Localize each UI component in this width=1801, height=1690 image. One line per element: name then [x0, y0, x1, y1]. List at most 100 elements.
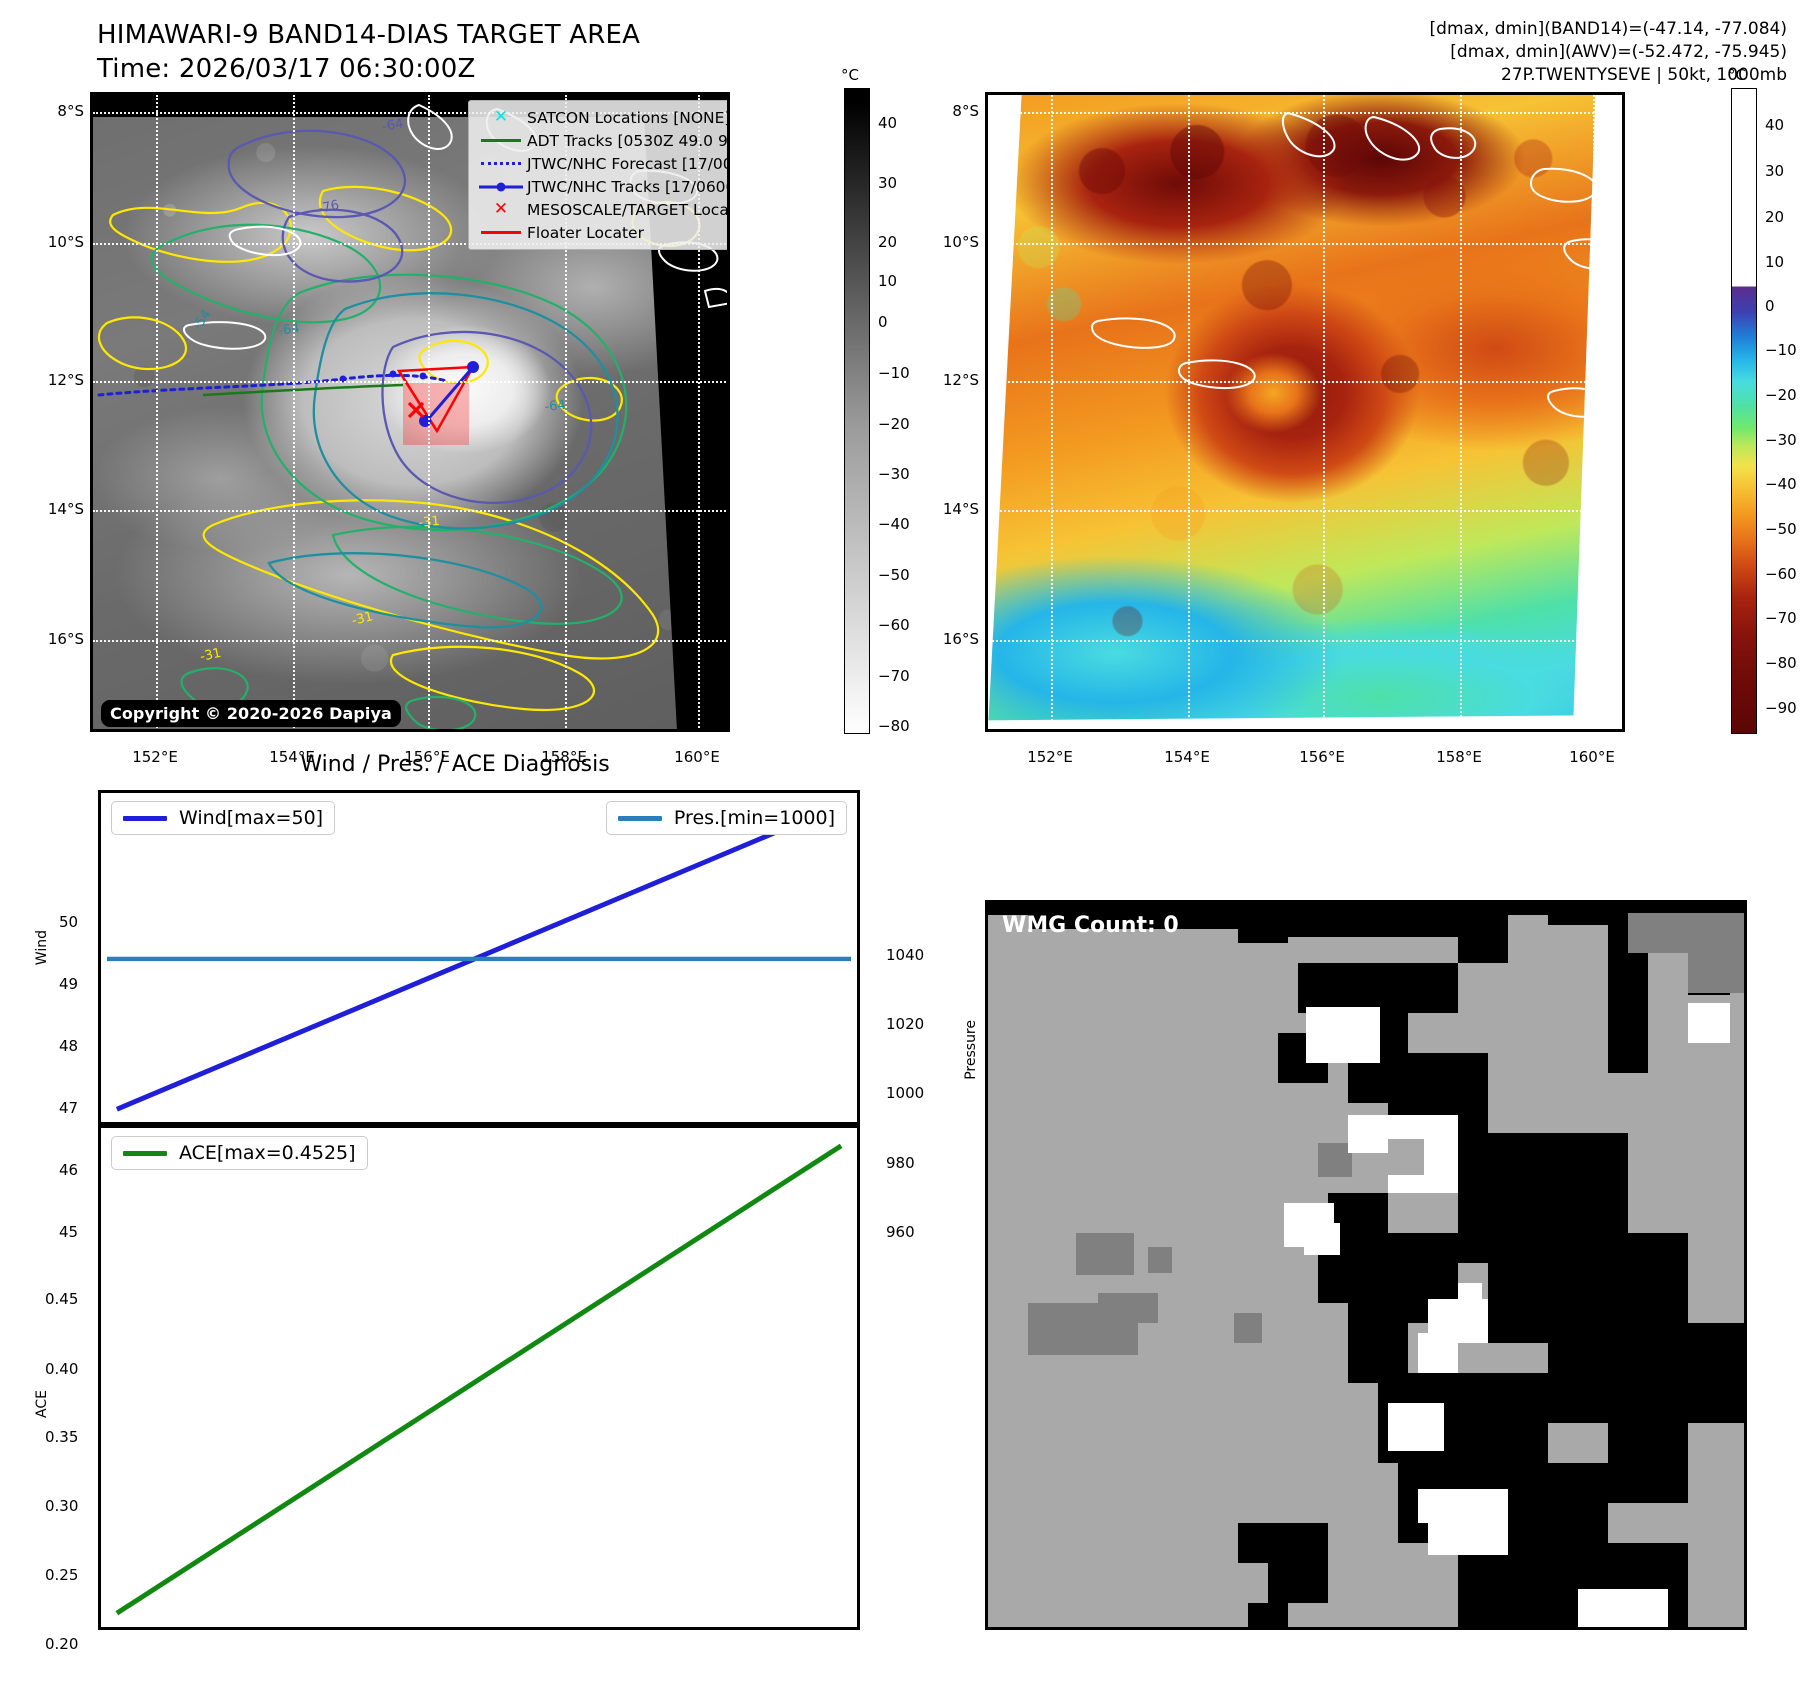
adt-line-icon	[475, 139, 527, 142]
ace-plot	[115, 1143, 843, 1616]
title-line-product: HIMAWARI-9 BAND14-DIAS TARGET AREA	[97, 20, 641, 50]
cb-grey-tick-0: 0	[878, 313, 888, 331]
legend-item-adt-tracks[interactable]: ADT Tracks [0530Z 49.0 999.0]	[475, 129, 727, 152]
svg-text:-54: -54	[190, 307, 214, 333]
cb-color-tick-10: 10	[1765, 253, 1785, 271]
legend-item-satcon[interactable]: ✕ SATCON Locations [NONE]	[475, 106, 730, 129]
gridline-lon-154e-color	[1188, 95, 1190, 729]
gridline-lon-158e	[565, 95, 567, 729]
cb-color-tick-m10: −10	[1765, 341, 1797, 359]
cb-color-tick-m70: −70	[1765, 609, 1797, 627]
map-legend[interactable]: ✕ SATCON Locations [NONE] ADT Tracks [05…	[468, 100, 730, 250]
colorbar-grey[interactable]	[844, 88, 870, 734]
wind-axis-label: Wind	[34, 930, 50, 966]
gridline-lat-8s-color	[988, 112, 1622, 114]
cb-color-tick-20: 20	[1765, 208, 1785, 226]
legend-item-jtwc-forecast[interactable]: JTWC/NHC Forecast [17/0000Z]	[475, 152, 727, 175]
pressure-tick-1000: 1000	[886, 1084, 925, 1102]
ace-tick-025: 0.25	[45, 1566, 79, 1584]
chart-title-diagnosis: Wind / Pres. / ACE Diagnosis	[300, 752, 610, 777]
meta-storm-id: 27P.TWENTYSEVE | 50kt, 1000mb	[1500, 65, 1787, 85]
wind-tick-46: 46	[59, 1161, 79, 1179]
lat-tick-color-8s: 8°S	[952, 102, 979, 120]
colorbar-color-units: °C	[1728, 66, 1746, 84]
lon-tick-grey-154e: 154°E	[269, 748, 315, 766]
wind-tick-50: 50	[59, 913, 79, 931]
cb-color-tick-m60: −60	[1765, 565, 1797, 583]
wind-legend[interactable]: Wind[max=50]	[111, 801, 336, 835]
lat-tick-grey-16s: 16°S	[47, 630, 84, 648]
wmg-panel[interactable]: WMG Count: 0	[985, 900, 1747, 1630]
ace-axis-label: ACE	[34, 1390, 50, 1418]
ir-grey-image: -64 -76 -54 -64 -64 -31 -31 -31	[93, 95, 730, 729]
copyright-badge: Copyright © 2020-2026 Dapiya	[101, 700, 401, 727]
cb-color-tick-0: 0	[1765, 297, 1775, 315]
satcon-marker-icon: ✕	[493, 107, 509, 127]
wind-tick-48: 48	[59, 1037, 79, 1055]
lat-tick-color-16s: 16°S	[942, 630, 979, 648]
gridline-lat-10s	[93, 243, 727, 245]
svg-text:-64: -64	[381, 116, 405, 134]
lat-tick-grey-10s: 10°S	[47, 233, 84, 251]
pressure-tick-960: 960	[886, 1223, 915, 1241]
legend-label-satcon: SATCON Locations [NONE]	[527, 108, 730, 127]
meta-awv-range: [dmax, dmin](AWV)=(-52.472, -75.945)	[1450, 42, 1787, 62]
svg-text:-31: -31	[350, 609, 374, 629]
gridline-lat-10s-color	[988, 243, 1622, 245]
cb-color-tick-m90: −90	[1765, 699, 1797, 717]
legend-label-jtwc-forecast: JTWC/NHC Forecast [17/0000Z]	[527, 154, 727, 173]
gridline-lat-12s	[93, 381, 727, 383]
wmg-segmentation-image	[988, 903, 1744, 1627]
pressure-legend-label: Pres.[min=1000]	[673, 807, 835, 829]
ace-tick-045: 0.45	[45, 1290, 79, 1308]
wind-pressure-chart[interactable]: Wind[max=50] Pres.[min=1000]	[98, 790, 860, 1125]
lat-tick-color-10s: 10°S	[942, 233, 979, 251]
lon-tick-grey-156e: 156°E	[404, 748, 450, 766]
pressure-axis-label: Pressure	[963, 1020, 979, 1080]
gridline-lat-12s-color	[988, 381, 1622, 383]
lon-tick-color-158e: 158°E	[1436, 748, 1482, 766]
ace-chart[interactable]: ACE[max=0.4525]	[98, 1125, 860, 1630]
pressure-legend[interactable]: Pres.[min=1000]	[605, 801, 847, 835]
cb-grey-tick-m30: −30	[878, 465, 910, 483]
forecast-dotted-line-icon	[475, 162, 527, 165]
mesoscale-marker-icon: ✕	[493, 199, 509, 219]
gridline-lat-16s-color	[988, 640, 1622, 642]
cb-grey-tick-10: 10	[878, 272, 898, 290]
gridline-lon-154e	[293, 95, 295, 729]
lon-tick-color-160e: 160°E	[1569, 748, 1615, 766]
cb-grey-tick-30: 30	[878, 174, 898, 192]
gridline-lon-158e-color	[1460, 95, 1462, 729]
lon-tick-grey-160e: 160°E	[674, 748, 720, 766]
legend-label-floater-locater: Floater Locater	[527, 223, 644, 242]
legend-item-mesoscale-target[interactable]: ✕ MESOSCALE/TARGET Location	[475, 198, 727, 221]
colorbar-grey-units: °C	[841, 66, 859, 84]
cb-color-tick-m40: −40	[1765, 475, 1797, 493]
colorbar-color[interactable]	[1731, 88, 1757, 734]
ace-legend-label: ACE[max=0.4525]	[179, 1142, 356, 1164]
gridline-lon-156e	[428, 95, 430, 729]
cb-grey-tick-20: 20	[878, 233, 898, 251]
svg-text:-31: -31	[199, 646, 223, 665]
lat-tick-color-12s: 12°S	[942, 371, 979, 389]
legend-item-jtwc-tracks[interactable]: JTWC/NHC Tracks [17/0600Z]	[475, 175, 730, 198]
ir-grey-panel[interactable]: -64 -76 -54 -64 -64 -31 -31 -31	[90, 92, 730, 732]
legend-item-floater-locater[interactable]: Floater Locater	[475, 221, 727, 244]
ir-color-panel[interactable]	[985, 92, 1625, 732]
gridline-lon-156e-color	[1323, 95, 1325, 729]
wind-tick-49: 49	[59, 975, 79, 993]
meta-band14-range: [dmax, dmin](BAND14)=(-47.14, -77.084)	[1429, 19, 1787, 39]
ace-legend[interactable]: ACE[max=0.4525]	[111, 1136, 368, 1170]
svg-text:-76: -76	[317, 198, 341, 217]
wind-legend-swatch-icon	[123, 815, 167, 821]
page-title: HIMAWARI-9 BAND14-DIAS TARGET AREA Time:…	[97, 18, 857, 86]
floater-line-icon	[475, 231, 527, 234]
wind-tick-45: 45	[59, 1223, 79, 1241]
gridline-lat-16s	[93, 640, 727, 642]
gridline-lat-14s-color	[988, 510, 1622, 512]
lon-tick-grey-152e: 152°E	[132, 748, 178, 766]
ace-series-line	[115, 1143, 843, 1616]
track-line-dot-icon	[475, 181, 527, 193]
legend-label-jtwc-tracks: JTWC/NHC Tracks [17/0600Z]	[527, 177, 730, 196]
